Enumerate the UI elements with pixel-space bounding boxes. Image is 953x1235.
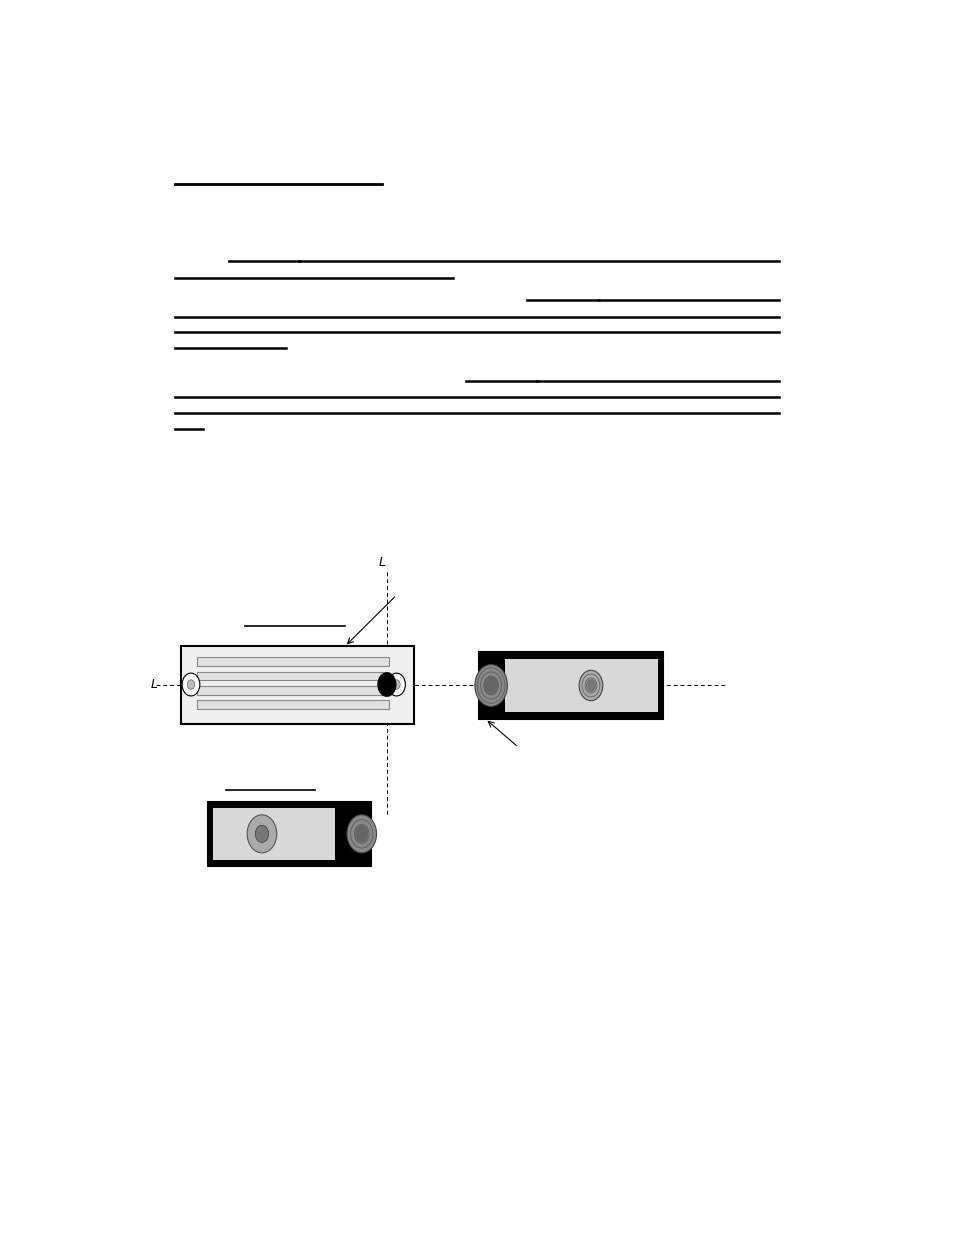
Circle shape [393, 679, 400, 689]
Text: L: L [151, 678, 157, 692]
Circle shape [182, 673, 199, 697]
Bar [196, 685, 389, 694]
Circle shape [187, 679, 194, 689]
Bar [213, 808, 335, 860]
Circle shape [347, 815, 376, 853]
Bar [196, 657, 389, 666]
Circle shape [475, 664, 507, 706]
Bar [208, 802, 370, 866]
Circle shape [387, 673, 405, 697]
Bar [180, 646, 413, 724]
Circle shape [585, 679, 596, 692]
Circle shape [255, 825, 269, 842]
Circle shape [578, 671, 602, 700]
Bar [478, 652, 662, 719]
Circle shape [376, 672, 396, 697]
Circle shape [247, 815, 276, 853]
Bar [196, 672, 389, 680]
Circle shape [355, 825, 368, 842]
Bar [196, 700, 389, 709]
Bar [505, 658, 658, 713]
Circle shape [483, 676, 498, 695]
Text: L: L [377, 556, 385, 568]
